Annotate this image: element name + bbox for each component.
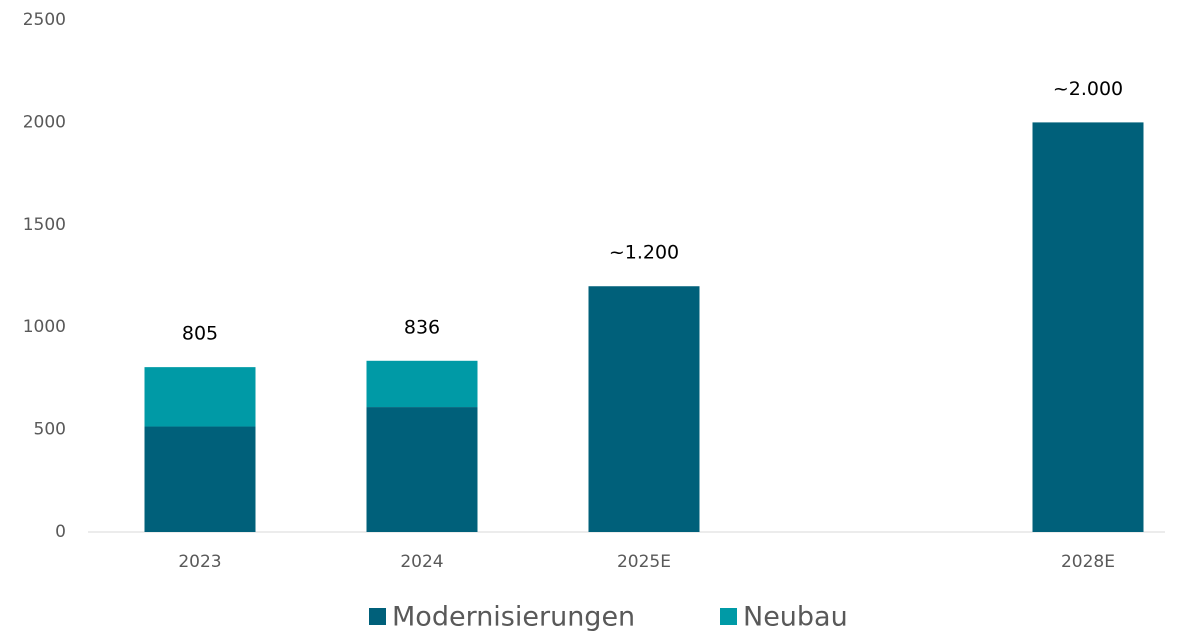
bar-segment bbox=[366, 360, 478, 408]
legend-label: Modernisierungen bbox=[392, 602, 635, 633]
y-tick-label: 1500 bbox=[23, 215, 66, 235]
x-tick-label: 2024 bbox=[400, 552, 443, 572]
y-tick-label: 500 bbox=[34, 420, 66, 440]
legend-swatch bbox=[720, 608, 737, 625]
y-tick-label: 2500 bbox=[23, 10, 66, 30]
bar-segment bbox=[144, 367, 256, 427]
y-tick-label: 1000 bbox=[23, 317, 66, 337]
bar-segment bbox=[144, 426, 256, 532]
legend-swatch bbox=[369, 608, 386, 625]
data-label: 805 bbox=[182, 323, 218, 345]
bar-segment bbox=[366, 407, 478, 532]
data-label: ~2.000 bbox=[1053, 78, 1123, 100]
data-label: 836 bbox=[404, 316, 440, 338]
data-label: ~1.200 bbox=[609, 242, 679, 264]
legend-label: Neubau bbox=[743, 602, 848, 633]
y-tick-label: 2000 bbox=[23, 112, 66, 132]
y-tick-label: 0 bbox=[55, 522, 66, 542]
bar-segment bbox=[1032, 122, 1144, 533]
bar-segment bbox=[588, 286, 700, 532]
x-tick-label: 2025E bbox=[617, 552, 671, 572]
x-tick-label: 2023 bbox=[178, 552, 221, 572]
x-tick-label: 2028E bbox=[1061, 552, 1115, 572]
